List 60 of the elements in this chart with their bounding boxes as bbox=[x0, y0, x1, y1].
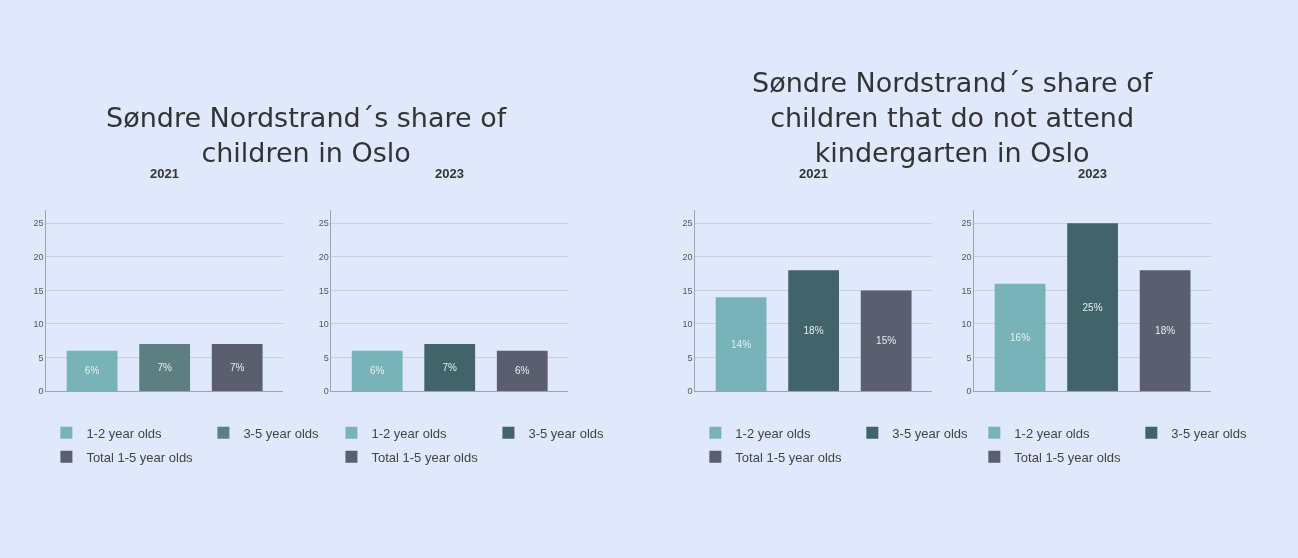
legend-label: Total 1-5 year olds bbox=[86, 449, 194, 465]
chart-title: 2023 bbox=[435, 166, 464, 181]
data-label: 25% bbox=[1082, 301, 1103, 313]
legend-label: Total 1-5 year olds bbox=[371, 449, 479, 465]
text: Søndre Nordstrand´s share of children that do not attend kindergarten in Oslo bbox=[752, 67, 1154, 169]
legend-label: 1-2 year olds bbox=[735, 425, 811, 441]
y-tick-label: 0 bbox=[38, 386, 44, 397]
data-label: 15% bbox=[876, 335, 897, 347]
y-tick-label: 15 bbox=[961, 285, 972, 296]
bar bbox=[1139, 270, 1191, 392]
data-label: 7% bbox=[229, 362, 245, 374]
legend-label: 3-5 year olds bbox=[892, 425, 968, 441]
legend-label: 1-2 year olds bbox=[1014, 425, 1090, 441]
data-label: 7% bbox=[157, 362, 172, 374]
y-tick-label: 20 bbox=[682, 252, 693, 263]
bar bbox=[788, 270, 839, 392]
y-tick-label: 10 bbox=[682, 319, 693, 330]
y-tick-label: 15 bbox=[33, 285, 44, 296]
bar bbox=[1067, 223, 1118, 392]
chart-title: 2021 bbox=[150, 166, 179, 181]
y-tick-label: 5 bbox=[38, 352, 44, 363]
y-tick-label: 15 bbox=[682, 285, 693, 296]
legend-label: Total 1-5 year olds bbox=[1014, 449, 1122, 465]
data-label: 14% bbox=[731, 338, 752, 350]
y-tick-label: 5 bbox=[687, 352, 693, 363]
data-label: 6% bbox=[514, 365, 530, 377]
data-label: 18% bbox=[803, 325, 824, 337]
chart-title: 2021 bbox=[799, 166, 828, 181]
data-label: 7% bbox=[442, 362, 457, 374]
legend-label: 3-5 year olds bbox=[243, 425, 320, 441]
y-tick-label: 10 bbox=[33, 319, 44, 330]
y-tick-label: 0 bbox=[966, 386, 972, 397]
y-tick-label: 25 bbox=[682, 218, 693, 229]
y-tick-label: 5 bbox=[966, 352, 972, 363]
legend-label: Total 1-5 year olds bbox=[735, 449, 843, 465]
y-tick-label: 25 bbox=[318, 218, 329, 229]
y-tick-label: 10 bbox=[318, 319, 329, 330]
bar bbox=[860, 290, 912, 392]
data-label: 18% bbox=[1155, 325, 1176, 337]
y-tick-label: 20 bbox=[961, 252, 972, 263]
data-label: 6% bbox=[369, 365, 385, 377]
text: Søndre Nordstrand´s share of children in Oslo bbox=[106, 102, 508, 169]
data-label: 6% bbox=[84, 365, 100, 377]
chart-title: 2023 bbox=[1078, 166, 1107, 181]
y-tick-label: 20 bbox=[318, 252, 329, 263]
y-tick-label: 15 bbox=[318, 285, 329, 296]
legend-label: 3-5 year olds bbox=[1171, 425, 1247, 441]
legend-label: 1-2 year olds bbox=[371, 425, 448, 441]
bar bbox=[715, 297, 767, 392]
y-tick-label: 0 bbox=[687, 386, 693, 397]
y-tick-label: 25 bbox=[33, 218, 44, 229]
y-tick-label: 0 bbox=[323, 386, 329, 397]
y-tick-label: 25 bbox=[961, 218, 972, 229]
legend-label: 1-2 year olds bbox=[86, 425, 163, 441]
bar bbox=[994, 283, 1046, 392]
y-tick-label: 10 bbox=[961, 319, 972, 330]
data-label: 16% bbox=[1010, 331, 1031, 343]
legend-label: 3-5 year olds bbox=[528, 425, 605, 441]
y-tick-label: 20 bbox=[33, 252, 44, 263]
y-tick-label: 5 bbox=[323, 352, 329, 363]
